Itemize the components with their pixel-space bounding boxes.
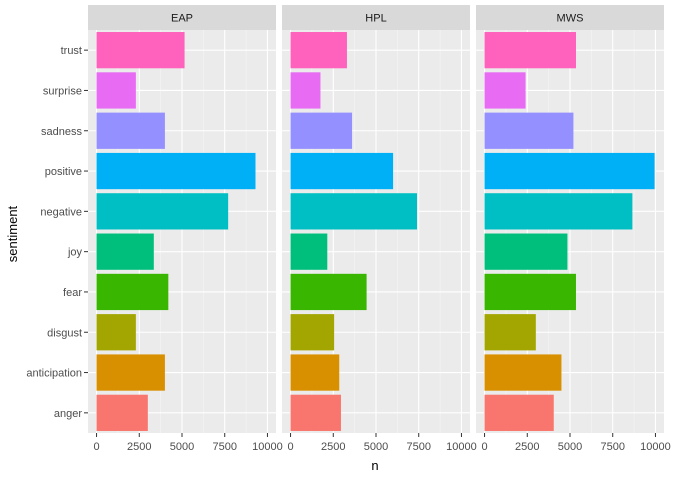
- x-tick-label: 5000: [558, 441, 582, 453]
- bar-hpl-anticipation: [290, 354, 340, 391]
- x-tick-label: 10000: [252, 441, 283, 453]
- x-tick-label: 10000: [640, 441, 671, 453]
- bar-mws-sadness: [484, 112, 574, 149]
- x-tick-label: 7500: [600, 441, 624, 453]
- bar-mws-joy: [484, 233, 568, 270]
- x-tick-label: 2500: [515, 441, 539, 453]
- x-tick-label: 2500: [127, 441, 151, 453]
- y-tick-label: positive: [45, 166, 82, 178]
- bar-eap-joy: [96, 233, 154, 270]
- x-tick-label: 0: [287, 441, 293, 453]
- facet-panels: EAP 0 2500 5000 7500 10000 HPL 0 2500 5000 7500 100…: [88, 5, 671, 453]
- bar-hpl-anger: [290, 394, 341, 431]
- bar-mws-negative: [484, 193, 633, 230]
- y-tick-label: fear: [63, 287, 82, 299]
- y-tick-label: sadness: [41, 126, 82, 138]
- bar-hpl-surprise: [290, 72, 321, 109]
- y-tick-label: trust: [61, 45, 82, 57]
- y-tick-label: anger: [54, 408, 82, 420]
- bar-eap-fear: [96, 273, 169, 311]
- bar-eap-anticipation: [96, 354, 165, 391]
- facet-strip-label: EAP: [171, 13, 193, 25]
- y-tick-label: disgust: [47, 327, 82, 339]
- bar-hpl-trust: [290, 32, 347, 69]
- bar-eap-positive: [96, 152, 256, 190]
- facet-panel-mws: MWS 0 2500 5000 7500 10000: [476, 5, 671, 453]
- bar-hpl-negative: [290, 193, 418, 230]
- bar-mws-fear: [484, 273, 576, 311]
- bar-mws-anticipation: [484, 354, 562, 391]
- facet-strip: [282, 5, 470, 30]
- bar-eap-surprise: [96, 72, 136, 109]
- facet-strip-label: HPL: [365, 13, 386, 25]
- bar-mws-trust: [484, 32, 576, 69]
- facet-panel-hpl: HPL 0 2500 5000 7500 10000: [282, 5, 477, 453]
- x-tick-label: 0: [481, 441, 487, 453]
- y-axis: anger anticipation disgust fear joy negative p…: [26, 45, 88, 420]
- x-tick-label: 7500: [212, 441, 236, 453]
- bar-mws-anger: [484, 394, 554, 431]
- bar-hpl-sadness: [290, 112, 353, 149]
- facet-panel-eap: EAP 0 2500 5000 7500 10000: [88, 5, 283, 453]
- bar-mws-positive: [484, 152, 655, 190]
- y-axis-title: sentiment: [5, 205, 20, 262]
- bar-eap-negative: [96, 193, 229, 230]
- bar-eap-anger: [96, 394, 148, 431]
- facet-strip: [88, 5, 276, 30]
- y-tick-label: joy: [67, 247, 83, 259]
- facet-strip-label: MWS: [557, 13, 584, 25]
- bar-eap-trust: [96, 32, 185, 69]
- x-tick-label: 5000: [170, 441, 194, 453]
- x-tick-label: 10000: [446, 441, 477, 453]
- x-tick-label: 7500: [406, 441, 430, 453]
- bar-eap-sadness: [96, 112, 165, 149]
- bar-eap-disgust: [96, 314, 136, 351]
- bar-hpl-disgust: [290, 314, 335, 351]
- y-tick-label: negative: [40, 206, 82, 218]
- x-tick-label: 5000: [364, 441, 388, 453]
- y-tick-label: surprise: [43, 85, 82, 97]
- x-axis-title: n: [371, 458, 378, 473]
- bar-hpl-positive: [290, 152, 394, 190]
- y-tick-label: anticipation: [26, 368, 82, 380]
- bar-mws-surprise: [484, 72, 526, 109]
- facet-strip: [476, 5, 664, 30]
- bar-mws-disgust: [484, 314, 536, 351]
- x-tick-label: 0: [93, 441, 99, 453]
- x-tick-label: 2500: [321, 441, 345, 453]
- bar-hpl-joy: [290, 233, 328, 270]
- bar-hpl-fear: [290, 273, 367, 311]
